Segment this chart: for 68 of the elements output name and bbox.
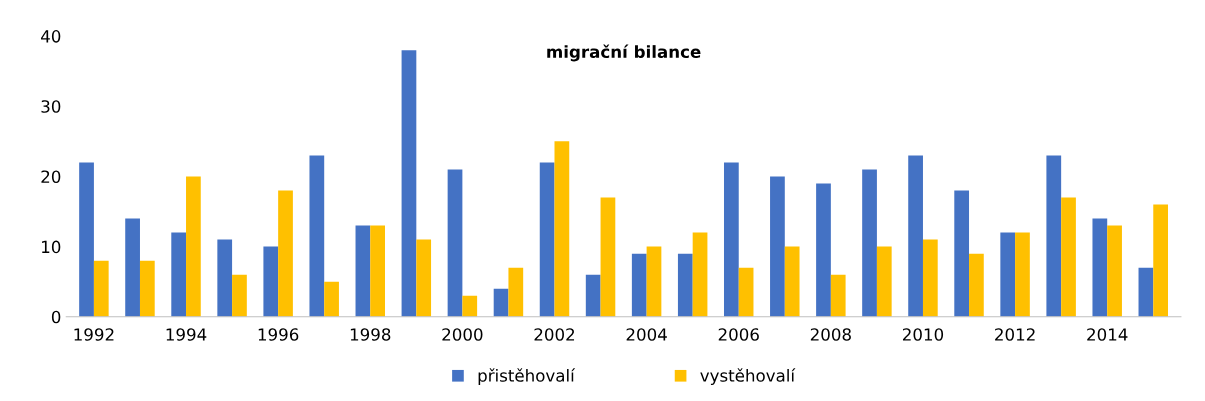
bar	[139, 260, 155, 317]
chart-title: migrační bilance	[547, 44, 701, 62]
bar	[263, 246, 279, 317]
bar	[416, 239, 432, 317]
bar	[232, 274, 247, 317]
bar	[1000, 232, 1016, 317]
bar	[1015, 232, 1030, 317]
bar	[278, 190, 293, 317]
x-tick-label: 1994	[166, 328, 207, 341]
bar	[738, 267, 754, 317]
bar	[1107, 225, 1122, 317]
bar	[125, 218, 140, 317]
y-tick-label: 10	[42, 240, 61, 254]
bar	[554, 141, 570, 317]
bar	[1092, 218, 1108, 317]
x-tick-label: 2010	[902, 328, 944, 341]
bar	[784, 246, 800, 317]
bar	[585, 274, 601, 317]
x-tick-label: 1998	[350, 328, 391, 341]
bar	[631, 253, 647, 317]
x-tick-label: 2012	[995, 328, 1035, 341]
x-tick-label: 1992	[74, 328, 114, 341]
bar	[862, 169, 877, 317]
bar	[908, 155, 923, 317]
bar	[401, 50, 417, 317]
bar	[539, 162, 555, 317]
bar	[1153, 204, 1168, 317]
bar	[677, 253, 693, 317]
x-tick-label: 2000	[442, 328, 483, 341]
x-tick-label: 1996	[258, 328, 299, 341]
bar	[954, 190, 970, 317]
legend-label: vystěhovalí	[700, 368, 796, 386]
bar	[462, 295, 478, 317]
bar	[646, 246, 662, 317]
bar	[692, 232, 708, 317]
y-tick-label: 40	[41, 30, 61, 43]
legend-label: přistěhovalí	[478, 368, 576, 386]
bar	[355, 225, 371, 317]
x-tick-label: 2002	[534, 328, 575, 341]
x-tick-label: 2014	[1087, 328, 1128, 341]
bar	[816, 183, 831, 317]
bar	[79, 162, 94, 317]
bar	[447, 169, 463, 317]
bar	[969, 253, 984, 317]
bar	[830, 274, 846, 317]
bar	[370, 225, 385, 317]
x-tick-label: 2008	[810, 328, 851, 341]
bar	[770, 176, 785, 317]
bar	[217, 239, 233, 317]
bar	[922, 239, 938, 317]
bar	[309, 155, 325, 317]
bar	[1046, 155, 1062, 317]
bar	[93, 260, 109, 317]
bar	[724, 162, 739, 317]
x-tick-label: 2004	[626, 328, 667, 341]
y-tick-label: 30	[41, 100, 61, 113]
bar	[493, 288, 509, 317]
bar	[508, 267, 524, 317]
bar	[1138, 267, 1154, 317]
y-tick-label: 20	[41, 170, 61, 184]
bar	[324, 281, 339, 317]
bar	[876, 246, 892, 317]
y-tick-label: 0	[51, 310, 61, 324]
bar	[171, 232, 187, 317]
bar	[186, 176, 201, 317]
bar	[600, 197, 616, 317]
x-tick-label: 2006	[718, 328, 759, 341]
bar	[1061, 197, 1076, 317]
